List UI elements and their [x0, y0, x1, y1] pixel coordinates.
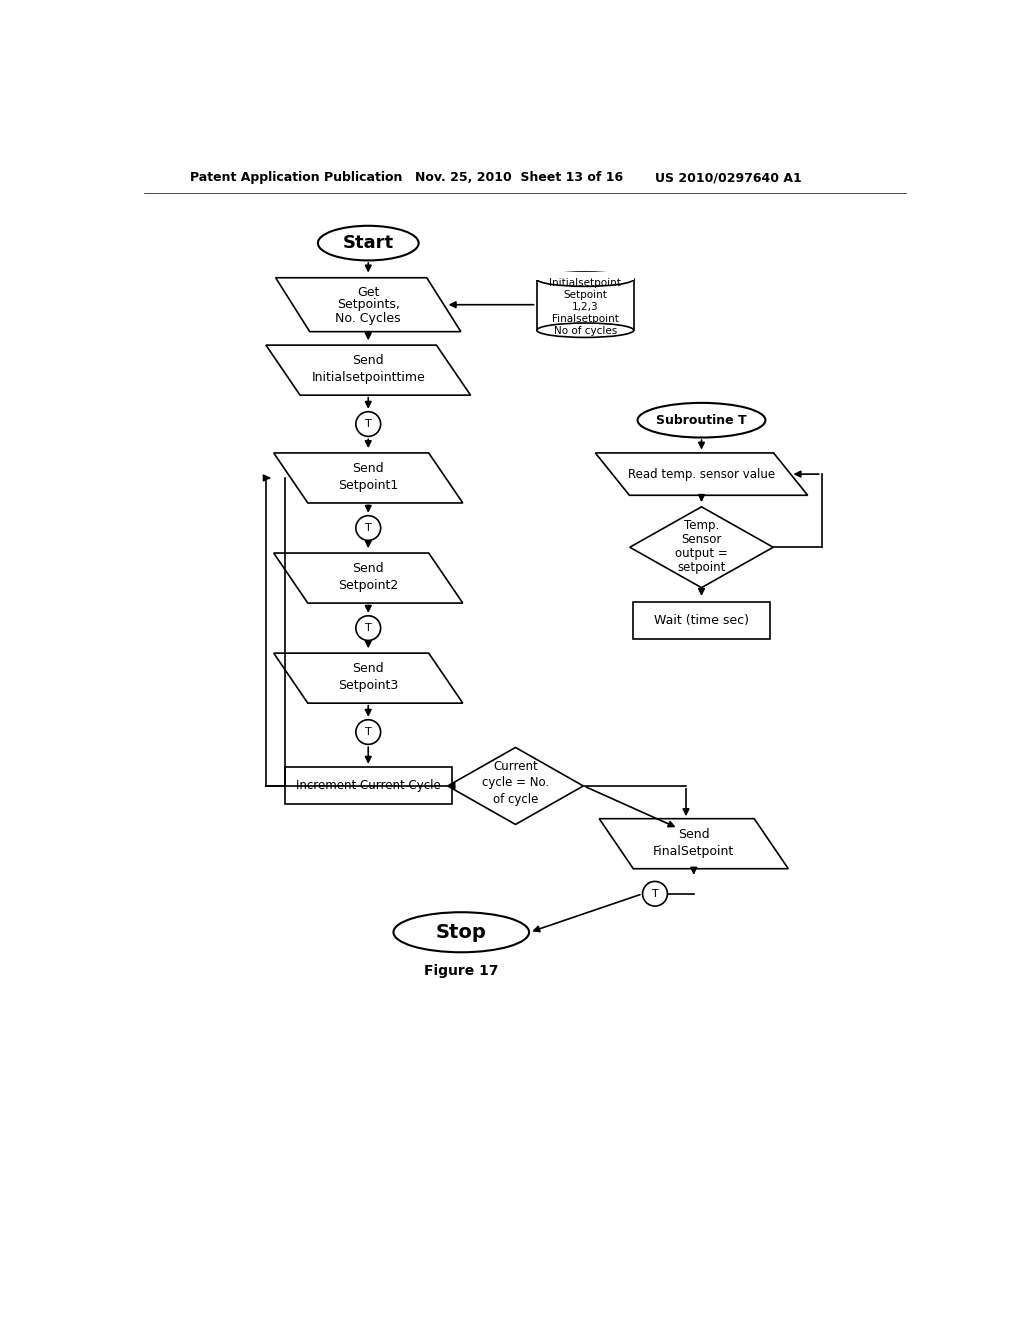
Text: Figure 17: Figure 17 — [424, 964, 499, 978]
Text: Read temp. sensor value: Read temp. sensor value — [628, 467, 775, 480]
Polygon shape — [447, 747, 584, 825]
Text: Subroutine T: Subroutine T — [656, 413, 746, 426]
Text: cycle = No.: cycle = No. — [482, 776, 549, 788]
Text: T: T — [365, 418, 372, 429]
Text: No. Cycles: No. Cycles — [336, 312, 401, 325]
Polygon shape — [273, 453, 463, 503]
Text: Setpoints,: Setpoints, — [337, 298, 399, 312]
Text: Start: Start — [343, 234, 394, 252]
Text: setpoint: setpoint — [677, 561, 726, 574]
Circle shape — [643, 882, 668, 906]
Text: Send: Send — [678, 828, 710, 841]
Text: Initialsetpoint: Initialsetpoint — [549, 279, 622, 288]
Polygon shape — [275, 277, 461, 331]
Text: Current: Current — [494, 760, 538, 774]
Text: No of cycles: No of cycles — [554, 326, 616, 335]
Ellipse shape — [393, 912, 529, 952]
Polygon shape — [273, 553, 463, 603]
Circle shape — [356, 719, 381, 744]
Text: FinalSetpoint: FinalSetpoint — [653, 845, 734, 858]
Text: Send: Send — [352, 462, 384, 475]
Text: Setpoint3: Setpoint3 — [338, 680, 398, 693]
Text: T: T — [365, 727, 372, 737]
Text: Setpoint2: Setpoint2 — [338, 579, 398, 593]
Circle shape — [356, 516, 381, 540]
Text: Finalsetpoint: Finalsetpoint — [552, 314, 618, 323]
Bar — [537, 279, 634, 330]
Circle shape — [356, 412, 381, 437]
Text: Stop: Stop — [436, 923, 486, 941]
Bar — [536, 272, 635, 280]
Polygon shape — [630, 507, 773, 587]
Text: Sensor: Sensor — [681, 533, 722, 546]
Text: Setpoint: Setpoint — [563, 290, 607, 301]
Polygon shape — [599, 818, 788, 869]
Text: T: T — [365, 623, 372, 634]
Ellipse shape — [317, 226, 419, 260]
Ellipse shape — [537, 272, 634, 286]
Text: Nov. 25, 2010  Sheet 13 of 16: Nov. 25, 2010 Sheet 13 of 16 — [415, 172, 623, 185]
Polygon shape — [266, 345, 471, 395]
Text: Patent Application Publication: Patent Application Publication — [190, 172, 402, 185]
Text: Increment Current Cycle: Increment Current Cycle — [296, 779, 440, 792]
Text: US 2010/0297640 A1: US 2010/0297640 A1 — [655, 172, 802, 185]
Text: Send: Send — [352, 562, 384, 576]
Ellipse shape — [638, 403, 765, 437]
Text: Get: Get — [357, 286, 380, 298]
Text: Wait (time sec): Wait (time sec) — [654, 614, 749, 627]
Text: 1,2,3: 1,2,3 — [572, 302, 599, 312]
Text: Setpoint1: Setpoint1 — [338, 479, 398, 492]
Text: Send: Send — [352, 354, 384, 367]
Polygon shape — [273, 653, 463, 704]
Text: Temp.: Temp. — [684, 519, 719, 532]
Text: Initialsetpointtime: Initialsetpointtime — [311, 371, 425, 384]
Polygon shape — [595, 453, 808, 495]
Circle shape — [356, 615, 381, 640]
Bar — [285, 767, 452, 804]
Text: of cycle: of cycle — [493, 793, 539, 807]
Text: Send: Send — [352, 663, 384, 676]
Text: output =: output = — [675, 546, 728, 560]
Text: T: T — [365, 523, 372, 533]
Text: T: T — [651, 888, 658, 899]
Ellipse shape — [537, 323, 634, 338]
Bar — [633, 602, 770, 639]
